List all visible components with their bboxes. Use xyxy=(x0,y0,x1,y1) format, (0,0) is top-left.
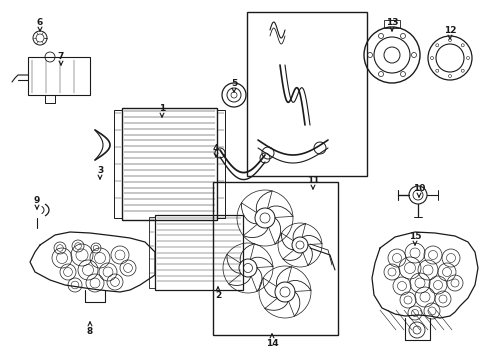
Text: 10: 10 xyxy=(413,184,425,193)
Text: 2: 2 xyxy=(215,292,221,301)
Bar xyxy=(114,110,122,218)
Text: 9: 9 xyxy=(34,195,40,204)
Text: 1: 1 xyxy=(159,104,165,113)
Text: 15: 15 xyxy=(409,231,421,240)
Bar xyxy=(384,20,400,28)
Bar xyxy=(247,12,367,176)
Text: 6: 6 xyxy=(37,18,43,27)
Text: 7: 7 xyxy=(58,51,64,60)
Text: 5: 5 xyxy=(231,78,237,87)
Text: 8: 8 xyxy=(87,327,93,336)
Bar xyxy=(122,108,217,220)
Text: 13: 13 xyxy=(386,18,398,27)
Bar xyxy=(217,110,225,218)
Bar xyxy=(213,182,338,335)
Text: 3: 3 xyxy=(97,166,103,175)
Bar xyxy=(28,57,90,95)
Bar xyxy=(149,217,155,288)
Text: 4: 4 xyxy=(213,144,219,153)
Text: 14: 14 xyxy=(266,338,278,347)
Text: 12: 12 xyxy=(444,26,456,35)
Bar xyxy=(155,215,243,290)
Text: 11: 11 xyxy=(307,176,319,185)
